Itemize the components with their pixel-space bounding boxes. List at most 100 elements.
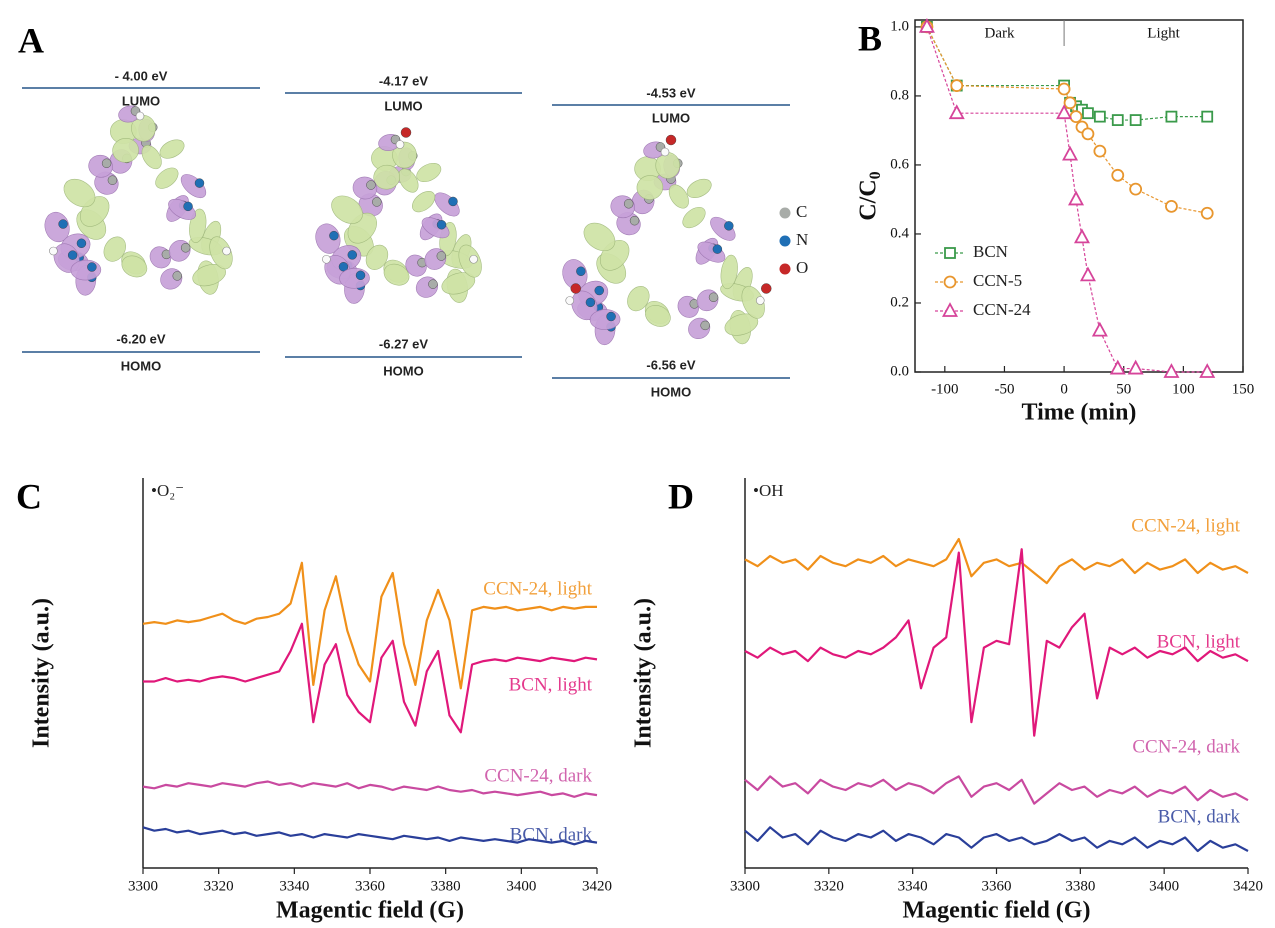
marker	[1166, 201, 1177, 212]
homo-label: HOMO	[383, 363, 423, 378]
marker	[1166, 112, 1176, 122]
homo-energy: -6.20 eV	[116, 331, 165, 346]
series-label: CCN-24, light	[483, 578, 592, 599]
x-tick-label: 3420	[582, 878, 612, 894]
series-label: BCN, dark	[1158, 806, 1241, 827]
legend-marker	[945, 277, 956, 288]
marker	[1059, 84, 1070, 95]
atom	[428, 280, 437, 289]
y-tick-label: 0.4	[890, 225, 909, 241]
atom	[181, 243, 190, 252]
atom	[396, 141, 404, 149]
atom	[102, 159, 111, 168]
x-axis-label: Time (min)	[1022, 400, 1137, 426]
y-axis-label-sub: 0	[867, 171, 884, 179]
atom	[184, 202, 193, 211]
atom-label: N	[796, 230, 808, 249]
atom	[356, 271, 365, 280]
marker	[1083, 108, 1093, 118]
atom	[195, 179, 204, 188]
atom	[576, 267, 585, 276]
lumo-label: LUMO	[384, 98, 422, 113]
atom	[701, 321, 710, 330]
y-axis-label: Intensity (a.u.)	[631, 598, 657, 748]
legend-label: CCN-24	[973, 300, 1031, 319]
panel-label: D	[668, 476, 694, 516]
x-tick-label: 3300	[128, 878, 158, 894]
x-tick-label: 3360	[355, 878, 385, 894]
panel-label: C	[16, 476, 42, 516]
homo-energy: -6.56 eV	[646, 357, 695, 372]
marker	[1095, 112, 1105, 122]
atom	[322, 255, 330, 263]
atom	[108, 176, 117, 185]
y-tick-label: 1.0	[890, 18, 909, 34]
marker	[1202, 112, 1212, 122]
marker	[1131, 115, 1141, 125]
atom	[87, 263, 96, 272]
legend-label: BCN	[973, 242, 1008, 261]
x-tick-label: 100	[1172, 381, 1195, 397]
homo-label: HOMO	[121, 358, 161, 373]
marker	[1065, 97, 1076, 108]
atom	[437, 252, 446, 261]
atom-key	[780, 264, 791, 275]
y-tick-label: 0.2	[890, 294, 909, 310]
atom	[624, 199, 633, 208]
x-axis-label: Magentic field (G)	[903, 898, 1091, 924]
atom	[173, 271, 182, 280]
marker	[1130, 184, 1141, 195]
annotation: •OH	[753, 481, 784, 500]
atom	[437, 220, 446, 229]
lumo-label: LUMO	[652, 110, 690, 125]
x-tick-label: -100	[931, 381, 959, 397]
annotation: Dark	[985, 25, 1015, 41]
atom	[756, 297, 764, 305]
atom	[49, 247, 57, 255]
x-tick-label: 0	[1060, 381, 1068, 397]
x-tick-label: 150	[1232, 381, 1255, 397]
marker	[1094, 146, 1105, 157]
legend-label: CCN-5	[973, 271, 1022, 290]
x-tick-label: 3380	[1065, 878, 1095, 894]
series-label: CCN-24, light	[1131, 515, 1240, 536]
series-label: BCN, dark	[510, 824, 593, 845]
x-tick-label: 3300	[730, 878, 760, 894]
atom	[136, 112, 144, 120]
atom	[761, 284, 771, 294]
marker	[1202, 208, 1213, 219]
annotation: •O₂⁻	[151, 481, 184, 500]
lumo-energy: -4.53 eV	[646, 85, 695, 100]
atom	[666, 135, 676, 145]
x-tick-label: 3380	[431, 878, 461, 894]
panel-label: A	[18, 20, 44, 60]
marker	[1113, 115, 1123, 125]
atom	[586, 298, 595, 307]
atom	[372, 197, 381, 206]
atom	[77, 239, 86, 248]
annotation: Light	[1147, 25, 1180, 41]
x-tick-label: 3320	[814, 878, 844, 894]
marker	[951, 80, 962, 91]
atom	[448, 197, 457, 206]
lumo-energy: - 4.00 eV	[115, 68, 168, 83]
y-tick-label: 0.6	[890, 156, 909, 172]
x-tick-label: 3320	[204, 878, 234, 894]
atom	[661, 148, 669, 156]
y-axis-label: Intensity (a.u.)	[29, 598, 55, 748]
atom	[59, 220, 68, 229]
series-label: CCN-24, dark	[1132, 736, 1240, 757]
x-tick-label: 3400	[1149, 878, 1179, 894]
x-tick-label: 3420	[1233, 878, 1263, 894]
atom	[724, 221, 733, 230]
atom-label: C	[796, 202, 807, 221]
marker	[1082, 128, 1093, 139]
atom-key	[780, 208, 791, 219]
x-tick-label: 50	[1116, 381, 1131, 397]
x-tick-label: 3360	[982, 878, 1012, 894]
panel-label: B	[858, 18, 882, 58]
atom	[68, 251, 77, 260]
lumo-energy: -4.17 eV	[379, 73, 428, 88]
x-axis-label: Magentic field (G)	[276, 898, 464, 924]
atom	[348, 250, 357, 259]
